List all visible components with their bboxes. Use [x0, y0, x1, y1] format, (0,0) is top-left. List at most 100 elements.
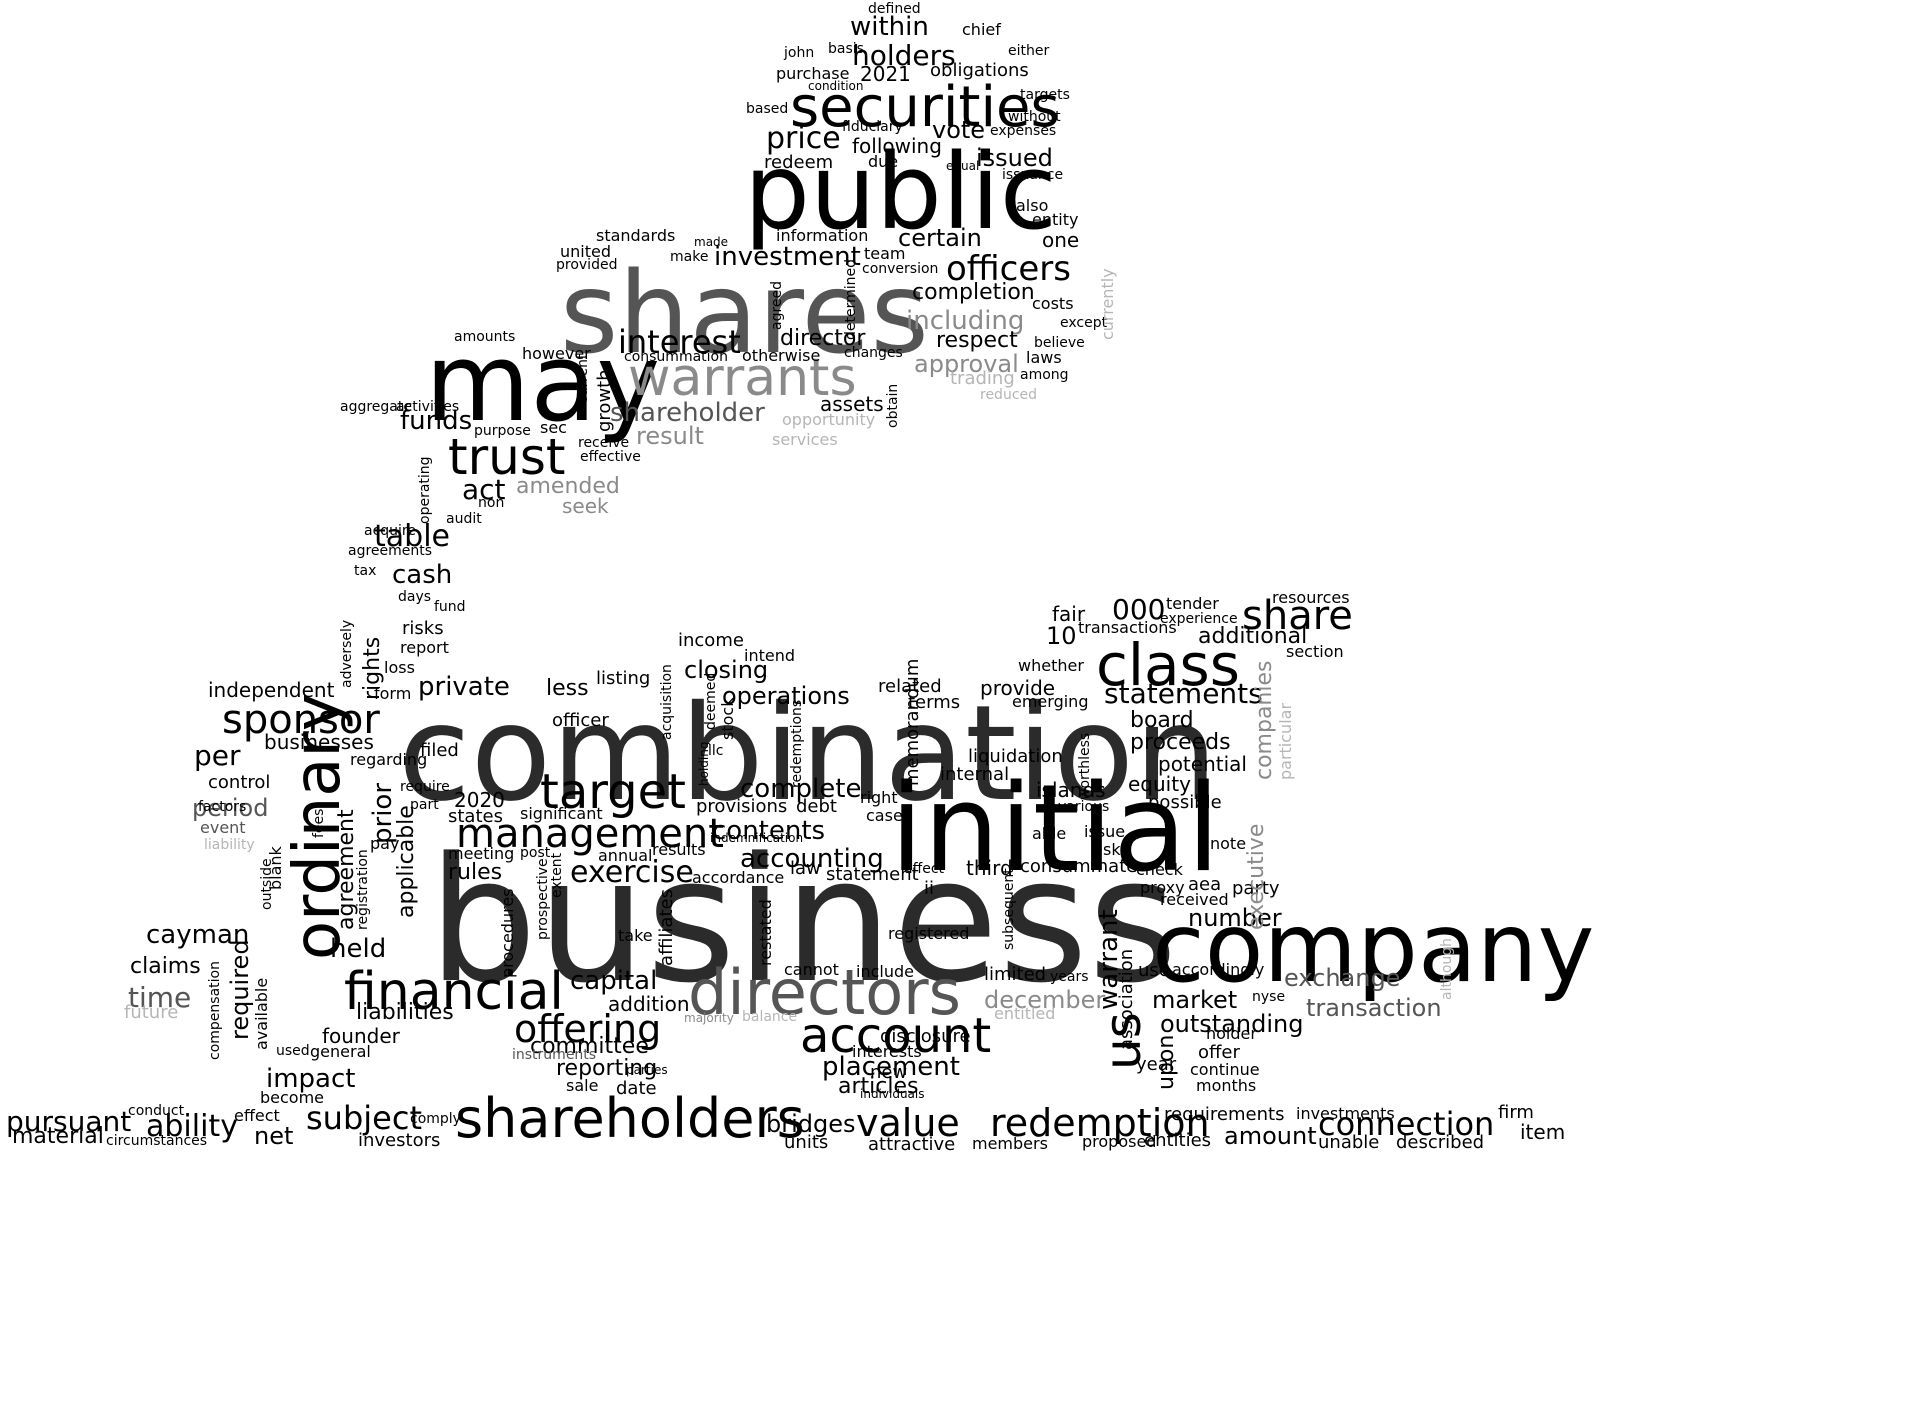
word-restated: restated — [756, 899, 775, 966]
word-particular: particular — [1276, 702, 1295, 780]
word-business: business — [428, 820, 1178, 1021]
word-aggregate: aggregate — [340, 399, 412, 415]
word-stock: stock — [718, 697, 737, 740]
word-opportunity: opportunity — [782, 410, 876, 429]
word-equity: equity — [1128, 772, 1191, 796]
word-party: party — [1232, 878, 1280, 899]
word-target: target — [540, 764, 686, 820]
word-shares: shares — [560, 249, 929, 379]
word-item: item — [1520, 1120, 1566, 1144]
word-memorandum: memorandum — [902, 658, 923, 786]
word-trust: trust — [448, 428, 566, 486]
word-effective: effective — [580, 449, 641, 465]
word-section: section — [1286, 642, 1344, 661]
word-investments: investments — [1296, 1104, 1395, 1123]
word-material: material — [12, 1124, 104, 1149]
word-parties: parties — [626, 1063, 668, 1077]
word-united: united — [560, 242, 611, 261]
word-services: services — [772, 430, 838, 449]
word-additional: additional — [1198, 624, 1308, 649]
word-proxy: proxy — [1140, 878, 1185, 897]
word-extent: extent — [549, 852, 565, 898]
word-holder: holder — [1206, 1024, 1257, 1043]
word-cayman: cayman — [146, 920, 250, 950]
word-information: information — [776, 226, 869, 245]
word-receive: receive — [578, 435, 630, 451]
word-entitled: entitled — [994, 1004, 1056, 1023]
word-laws: laws — [1026, 348, 1062, 367]
word-financial: financial — [344, 962, 564, 1022]
word-consummate: consummate — [1020, 856, 1138, 877]
word-requirements: requirements — [1164, 1104, 1285, 1125]
word-emerging: emerging — [1012, 692, 1089, 711]
word-pay: pay — [370, 834, 400, 853]
word-issuance: issuance — [1002, 167, 1064, 183]
word-defined: defined — [868, 1, 921, 17]
word-less: less — [546, 676, 589, 701]
word-private: private — [418, 672, 510, 702]
word-results: results — [652, 840, 706, 859]
word-exchange: exchange — [1284, 964, 1401, 992]
word-founder: founder — [322, 1024, 400, 1048]
word-independent: independent — [208, 678, 335, 702]
word-fund: fund — [434, 599, 466, 615]
word-outside: outside — [259, 858, 275, 910]
word-individuals: individuals — [860, 1087, 925, 1101]
word-terms: terms — [908, 692, 961, 713]
word-price: price — [766, 121, 841, 156]
word-transaction: transaction — [1306, 994, 1442, 1022]
word-unable: unable — [1318, 1132, 1380, 1153]
word-board: board — [1130, 708, 1194, 733]
word-equal: equal — [946, 159, 980, 173]
word-right: right — [860, 788, 898, 807]
word-instruments: instruments — [512, 1047, 597, 1063]
word-impact: impact — [266, 1064, 356, 1094]
word-offer: offer — [1198, 1042, 1240, 1063]
word-seek: seek — [562, 494, 609, 518]
word-per: per — [194, 739, 241, 772]
word-public: public — [744, 131, 1057, 253]
word-issued: issued — [976, 144, 1053, 172]
word-account: account — [800, 1008, 992, 1064]
word-reporting: reporting — [556, 1056, 658, 1081]
word-trading: trading — [950, 368, 1015, 389]
word-non: non — [478, 495, 505, 511]
word-proposed: proposed — [1082, 1132, 1157, 1151]
word-operating: operating — [417, 456, 433, 524]
word-one: one — [1042, 228, 1080, 252]
word-prospective: prospective — [535, 858, 551, 940]
word-redemption: redemption — [990, 1101, 1210, 1145]
word-whether: whether — [1018, 656, 1084, 675]
word-adversely: adversely — [339, 619, 355, 688]
word-except: except — [1060, 315, 1108, 331]
word-statements: statements — [1104, 677, 1263, 710]
word-businesses: businesses — [264, 730, 374, 754]
word-entity: entity — [1032, 210, 1079, 229]
word-limited: limited — [984, 964, 1047, 985]
word-management: management — [456, 811, 724, 857]
word-bridges: bridges — [766, 1110, 856, 1138]
word-risk: risk — [1092, 840, 1121, 859]
word-annual: annual — [598, 846, 653, 865]
word-fair: fair — [1052, 602, 1086, 626]
word-sale: sale — [566, 1076, 599, 1095]
word-value: value — [856, 1101, 960, 1145]
word-outstanding: outstanding — [1160, 1010, 1304, 1038]
word-currently: currently — [1098, 268, 1117, 340]
word-vote: vote — [932, 116, 986, 144]
word-obligations: obligations — [930, 60, 1029, 81]
word-agreed: agreed — [769, 280, 785, 330]
word-issue: issue — [1084, 822, 1126, 841]
word-either: either — [1008, 43, 1050, 59]
word-acquisition: acquisition — [659, 664, 675, 740]
word-interests: interests — [852, 1042, 922, 1061]
word-connection: connection — [1318, 1105, 1495, 1143]
word-post: post — [520, 845, 551, 861]
word-ability: ability — [146, 1109, 238, 1144]
word-liquidation: liquidation — [968, 746, 1063, 767]
word-units: units — [784, 1132, 829, 1153]
word-loss: loss — [384, 658, 415, 677]
word-otherwise: otherwise — [742, 346, 821, 365]
word-director: director — [780, 326, 866, 351]
